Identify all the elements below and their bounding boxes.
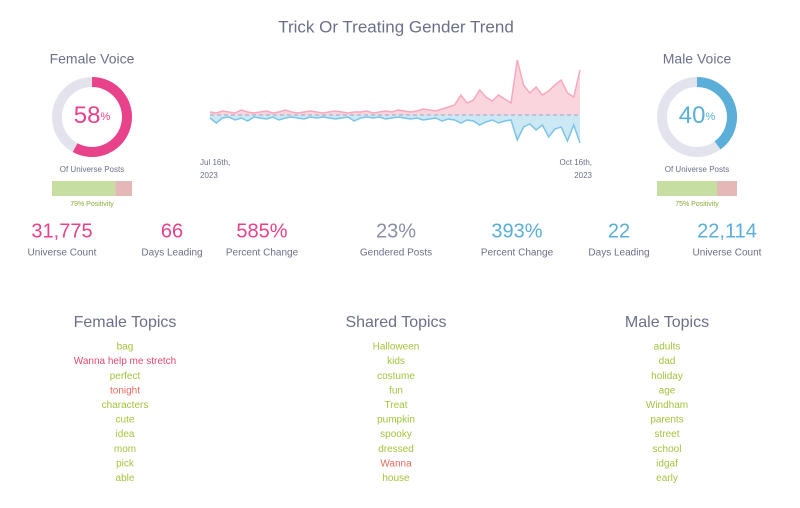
topic-item: pick: [116, 458, 135, 469]
topic-item: house: [382, 473, 410, 484]
topic-item: pumpkin: [377, 415, 415, 426]
topic-heading: Male Topics: [625, 314, 709, 331]
stat-label: Percent Change: [226, 248, 299, 259]
positivity-label: 75% Positivity: [675, 201, 719, 208]
voice-heading: Female Voice: [50, 51, 135, 67]
male-line: [209, 116, 581, 144]
topic-item: characters: [102, 400, 149, 411]
topic-item: adults: [654, 342, 681, 353]
donut-arc: [696, 77, 737, 150]
stat-label: Days Leading: [141, 248, 202, 259]
topic-item: bag: [117, 342, 134, 353]
donut-arc: [72, 77, 132, 157]
topic-item: costume: [377, 371, 415, 382]
female-area: [210, 60, 580, 115]
topic-item: parents: [650, 415, 683, 426]
share-unit: %: [100, 111, 110, 123]
topic-item: mom: [114, 444, 136, 455]
start-label: 2023: [200, 171, 218, 180]
negativity-bar: [115, 181, 132, 196]
stat-label: Universe Count: [693, 248, 762, 259]
negativity-bar: [717, 181, 737, 196]
stat-value: 585%: [236, 220, 287, 242]
topic-item: street: [654, 429, 679, 440]
topic-item: tonight: [110, 385, 140, 396]
topic-item: perfect: [110, 371, 141, 382]
topic-item: dad: [659, 356, 676, 367]
share-number: 40: [679, 102, 706, 129]
topic-item: spooky: [380, 429, 412, 440]
stat-value: 22,114: [697, 220, 757, 242]
end-label: 2023: [574, 171, 592, 180]
positivity-bar: [657, 181, 717, 196]
share-value: 40%: [679, 102, 716, 129]
start-label: Jul 16th,: [200, 158, 230, 167]
stat-label: Days Leading: [588, 248, 649, 259]
share-value: 58%: [74, 102, 111, 129]
end-label: Oct 16th,: [560, 158, 592, 167]
voice-heading: Male Voice: [663, 51, 732, 67]
topic-heading: Female Topics: [74, 314, 177, 331]
title: Trick Or Treating Gender Trend: [278, 17, 514, 36]
share-unit: %: [705, 111, 715, 123]
stat-label: Gendered Posts: [360, 248, 432, 259]
topic-item: fun: [389, 385, 403, 396]
positivity-label: 79% Positivity: [70, 201, 114, 208]
topic-item: Wanna: [380, 458, 412, 469]
stat-value: 22: [608, 220, 630, 242]
female-line: [209, 59, 581, 114]
stat-value: 393%: [491, 220, 542, 242]
topic-item: Treat: [385, 400, 408, 411]
topic-item: kids: [387, 356, 405, 367]
topic-item: early: [656, 473, 678, 484]
topic-item: holiday: [651, 371, 683, 382]
male-area: [210, 115, 580, 143]
topic-item: Windham: [646, 400, 688, 411]
stat-label: Universe Count: [28, 248, 97, 259]
topic-item: Halloween: [373, 342, 420, 353]
stat-value: 66: [161, 220, 183, 242]
share-number: 58: [74, 102, 101, 129]
positivity-bar: [52, 181, 116, 196]
topic-item: Wanna help me stretch: [74, 356, 176, 367]
stat-label: Percent Change: [481, 248, 554, 259]
share-caption: Of Universe Posts: [665, 165, 729, 174]
topic-item: able: [116, 473, 135, 484]
topic-item: school: [653, 444, 682, 455]
topic-item: dressed: [378, 444, 414, 455]
stat-value: 31,775: [31, 220, 92, 242]
topic-item: age: [659, 385, 676, 396]
topic-item: idea: [116, 429, 135, 440]
topic-heading: Shared Topics: [345, 314, 446, 331]
share-caption: Of Universe Posts: [60, 165, 124, 174]
stat-value: 23%: [376, 220, 416, 242]
topic-item: idgaf: [656, 458, 678, 469]
topic-item: cute: [116, 415, 135, 426]
